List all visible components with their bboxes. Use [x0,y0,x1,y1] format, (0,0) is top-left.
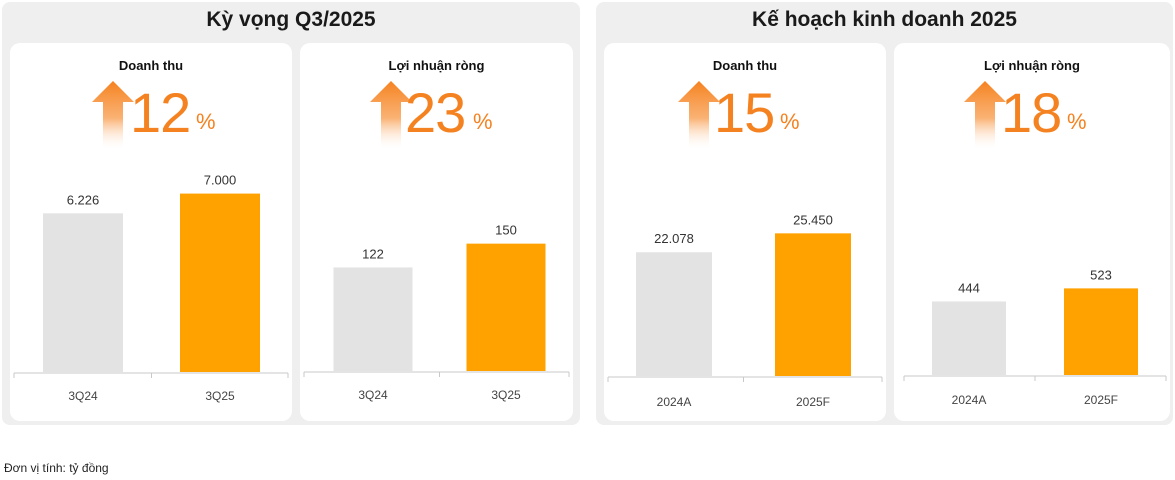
data-label: 6.226 [67,192,100,207]
x-tick-label: 2024A [657,395,692,409]
growth-indicator: 18% [894,81,1170,151]
growth-unit: % [196,109,216,134]
card-title: Doanh thu [712,58,778,73]
data-label: 122 [362,246,384,261]
x-tick-label: 2025F [1084,393,1118,407]
card-title: Doanh thu [118,58,184,73]
data-label: 523 [1090,267,1112,282]
up-arrow-icon [92,81,134,149]
growth-value: 18 [1001,81,1062,144]
panel-business-plan-2025: Kế hoạch kinh doanh 2025 Doanh thu 15% 22… [596,2,1173,425]
data-label: 444 [958,280,980,295]
card-title: Lợi nhuận ròng [388,58,485,73]
growth-unit: % [1067,109,1087,134]
growth-indicator: 12% [10,81,292,151]
bar-chart: 444 2024A 523 2025F [903,267,1167,407]
up-arrow-icon [964,81,1006,149]
growth-value: 23 [405,81,466,144]
bar-chart: 6.226 3Q24 7.000 3Q25 [13,173,289,403]
card-revenue: Doanh thu 15% 22.078 2024A 25.450 2025F [604,43,886,421]
x-tick-label: 3Q25 [205,389,235,403]
card-net-profit: Lợi nhuận ròng 23% 122 3Q24 150 3Q25 [300,43,573,421]
growth-value: 15 [714,81,775,144]
bar-3q24 [333,267,413,371]
card-net-profit: Lợi nhuận ròng 18% 444 2024A 523 2025F [894,43,1170,421]
growth-value: 12 [130,81,191,144]
data-label: 150 [495,223,517,238]
x-tick-label: 2024A [952,393,987,407]
card-title: Lợi nhuận ròng [984,58,1080,73]
panel-title: Kỳ vọng Q3/2025 [206,8,376,31]
up-arrow-icon [370,81,412,149]
growth-unit: % [780,109,800,134]
bar-3q25 [180,193,260,372]
growth-indicator: 15% [604,81,886,151]
panel-q3-expectation: Kỳ vọng Q3/2025 Doanh thu 12% 6.226 3Q24 7.… [2,2,580,425]
x-tick-label: 3Q25 [491,388,521,402]
x-tick-label: 2025F [796,395,830,409]
bar-2025f [1064,288,1138,375]
data-label: 7.000 [204,173,237,188]
growth-unit: % [473,109,493,134]
panel-title: Kế hoạch kinh doanh 2025 [752,8,1017,31]
growth-indicator: 23% [300,81,573,151]
x-tick-label: 3Q24 [68,389,98,403]
up-arrow-icon [678,81,720,149]
bar-chart: 122 3Q24 150 3Q25 [303,223,570,402]
data-label: 22.078 [654,231,694,246]
bar-2024a [636,252,712,376]
bar-2025f [775,233,851,376]
bar-chart: 22.078 2024A 25.450 2025F [607,212,883,409]
card-revenue: Doanh thu 12% 6.226 3Q24 7.000 3Q25 [10,43,292,421]
bar-3q24 [43,213,123,372]
unit-footnote: Đơn vị tính: tỷ đồng [4,461,109,475]
bar-3q25 [466,243,546,371]
data-label: 25.450 [793,212,833,227]
x-tick-label: 3Q24 [358,388,388,402]
bar-2024a [932,301,1006,375]
